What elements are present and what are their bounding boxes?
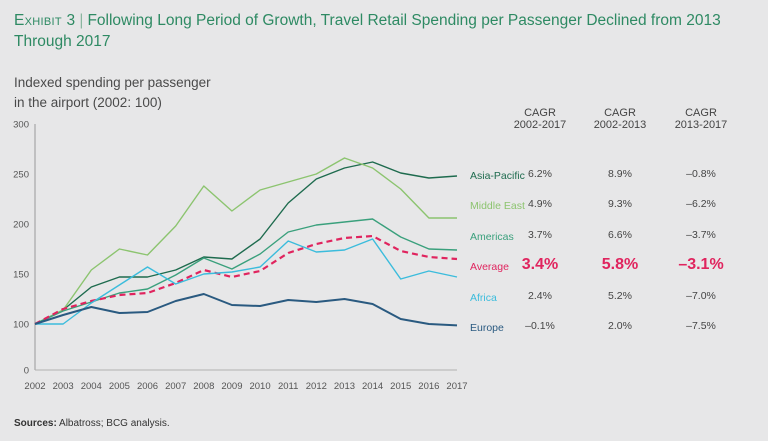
cagr-cell-asia-pacific: –0.8%	[686, 168, 716, 180]
cagr-cell-middle-east: 9.3%	[608, 198, 632, 210]
cagr-cell-europe: –0.1%	[525, 320, 555, 332]
series-label-europe: Europe	[470, 322, 504, 334]
x-tick-label: 2012	[306, 381, 327, 392]
y-tick-label: 300	[13, 120, 29, 131]
y-axis-title-line-2: in the airport (2002: 100)	[14, 95, 162, 110]
cagr-cell-average: 5.8%	[601, 256, 639, 273]
x-tick-label: 2002	[24, 381, 45, 392]
series-label-asia-pacific: Asia-Pacific	[470, 170, 525, 182]
x-tick-label: 2017	[446, 381, 467, 392]
cagr-cell-middle-east: 4.9%	[528, 198, 552, 210]
y-tick-label: 100	[13, 320, 29, 331]
column-header-line: CAGR	[524, 107, 556, 119]
cagr-cell-africa: –7.0%	[686, 290, 716, 302]
cagr-cell-americas: 6.6%	[608, 229, 632, 241]
cagr-cell-africa: 5.2%	[608, 290, 632, 302]
x-tick-label: 2006	[137, 381, 158, 392]
column-header-line: 2002-2013	[593, 119, 647, 131]
y-tick-label: 200	[13, 220, 29, 231]
exhibit-label: Exhibit 3	[14, 12, 76, 29]
column-header-cagr-2002-2013: CAGR 2002-2013	[575, 107, 665, 131]
x-tick-label: 2009	[221, 381, 242, 392]
x-tick-label: 2005	[109, 381, 130, 392]
sources-text: Albatross; BCG analysis.	[59, 418, 170, 429]
cagr-cell-average: 3.4%	[521, 256, 559, 273]
x-tick-label: 2008	[193, 381, 214, 392]
cagr-cell-average: –3.1%	[678, 256, 724, 273]
cagr-cell-asia-pacific: 6.2%	[528, 168, 552, 180]
sources-note: Sources: Albatross; BCG analysis.	[14, 418, 170, 429]
cagr-cell-europe: –7.5%	[686, 320, 716, 332]
x-tick-label: 2015	[390, 381, 411, 392]
cagr-cell-europe: 2.0%	[608, 320, 632, 332]
cagr-cell-asia-pacific: 8.9%	[608, 168, 632, 180]
y-axis-title-line-1: Indexed spending per passenger	[14, 75, 211, 90]
x-tick-label: 2010	[249, 381, 270, 392]
column-header-line: 2013-2017	[674, 119, 728, 131]
series-line-europe	[34, 293, 458, 327]
x-tick-label: 2011	[278, 381, 298, 392]
series-line-africa	[35, 238, 458, 325]
series-label-middle-east: Middle East	[470, 200, 525, 212]
cagr-cell-americas: –3.7%	[686, 229, 716, 241]
y-tick-label: 250	[13, 170, 29, 181]
x-tick-label: 2014	[362, 381, 383, 392]
series-line-average	[34, 234, 458, 325]
column-header-cagr-2013-2017: CAGR 2013-2017	[656, 107, 746, 131]
column-header-line: 2002-2017	[513, 119, 567, 131]
title-text: Following Long Period of Growth, Travel …	[14, 12, 721, 50]
cagr-cell-middle-east: –6.2%	[686, 198, 716, 210]
column-header-cagr-2002-2017: CAGR 2002-2017	[495, 107, 585, 131]
series-label-americas: Americas	[470, 231, 514, 243]
series-label-average: Average	[470, 261, 509, 273]
x-tick-label: 2013	[334, 381, 355, 392]
series-line-asia-pacific	[34, 161, 458, 325]
cagr-cell-africa: 2.4%	[528, 290, 552, 302]
y-tick-label: 0	[24, 366, 29, 377]
x-tick-label: 2004	[81, 381, 102, 392]
column-header-line: CAGR	[604, 107, 636, 119]
series-label-africa: Africa	[470, 292, 497, 304]
cagr-cell-americas: 3.7%	[528, 229, 552, 241]
title-separator: |	[79, 12, 84, 29]
sources-label: Sources:	[14, 418, 57, 429]
x-tick-label: 2003	[53, 381, 74, 392]
series-line-middle-east	[34, 157, 457, 325]
chart-title: Exhibit 3 | Following Long Period of Growt…	[14, 10, 754, 52]
column-header-line: CAGR	[685, 107, 717, 119]
y-tick-label: 150	[13, 270, 29, 281]
x-tick-label: 2007	[165, 381, 186, 392]
x-tick-label: 2016	[418, 381, 439, 392]
y-axis-title: Indexed spending per passenger in the ai…	[14, 73, 211, 113]
